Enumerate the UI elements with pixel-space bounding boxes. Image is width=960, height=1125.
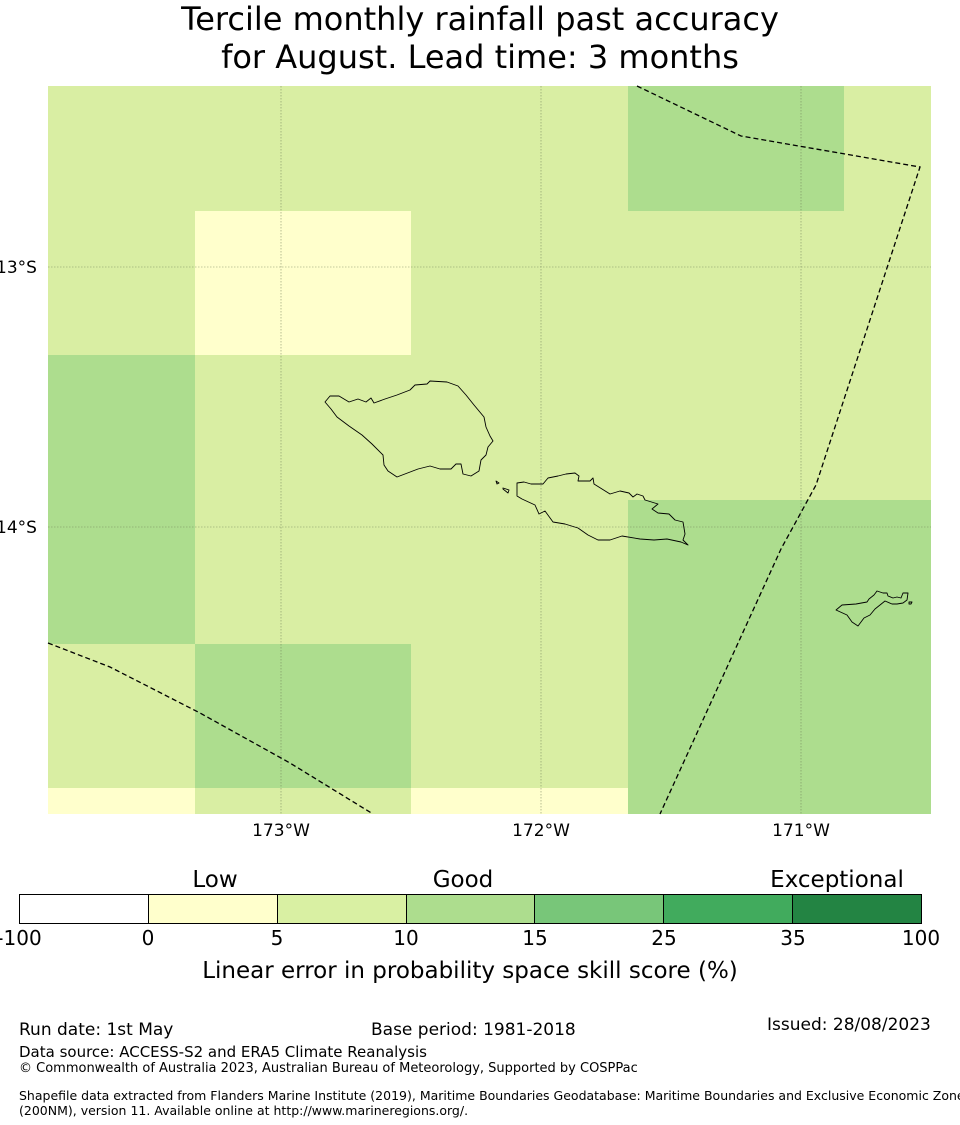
lat-label-13s: 13°S (0, 258, 37, 278)
colorbar-segment-5-10 (277, 895, 407, 923)
cell-r1-c4 (844, 211, 931, 355)
data-source: Data source: ACCESS-S2 and ERA5 Climate … (19, 1043, 427, 1061)
cell-r1-c2 (411, 211, 628, 355)
cell-r0-c4 (844, 86, 931, 211)
savaii-island-outline (324, 380, 494, 478)
lon-label-172w: 172°W (512, 821, 570, 841)
cell-r4-c3 (628, 644, 844, 788)
lon-label-171w: 171°W (772, 821, 830, 841)
copyright: © Commonwealth of Australia 2023, Austra… (19, 1061, 638, 1076)
run-date: Run date: 1st May (19, 1020, 174, 1040)
tutuila-island-outline (835, 590, 909, 627)
legend-category-exceptional: Exceptional (770, 867, 904, 893)
map-title: Tercile monthly rainfall past accuracy f… (0, 0, 960, 76)
upolu-island-outline (516, 472, 689, 546)
manono-islet-outline (502, 487, 510, 494)
colorbar-segment-10-15 (406, 895, 536, 923)
cell-r5-c1 (195, 788, 411, 814)
legend-category-good: Good (432, 867, 494, 893)
colorbar-segment-0-5 (148, 895, 278, 923)
colorbar-tick: 100 (901, 926, 941, 950)
cell-r2-c1 (195, 355, 411, 500)
cell-r3-c2 (411, 500, 628, 644)
colorbar-tick: -100 (0, 926, 42, 950)
cell-r2-c3 (628, 355, 844, 500)
colorbar-label: Linear error in probability space skill … (202, 958, 738, 984)
colorbar-tick: 25 (651, 926, 677, 950)
eez-boundary-north (636, 85, 921, 815)
eez-boundary-southwest (47, 642, 374, 815)
colorbar-segment-15-25 (535, 895, 665, 923)
cell-r0-c0 (48, 86, 195, 211)
cell-r0-c3 (628, 86, 844, 211)
lat-label-14s: 14°S (0, 518, 37, 538)
cell-r4-c4 (844, 644, 931, 788)
colorbar-tick: 10 (393, 926, 419, 950)
colorbar-segment-25-35 (664, 895, 794, 923)
issued-date: Issued: 28/08/2023 (767, 1015, 931, 1035)
colorbar-tick: 35 (780, 926, 806, 950)
cell-r0-c2 (411, 86, 628, 211)
skill-grid (48, 86, 931, 814)
colorbar-segment-neg100-0 (20, 895, 149, 923)
cell-r0-c1 (195, 86, 411, 211)
colorbar-tick: 0 (141, 926, 155, 950)
cell-r2-c0 (48, 355, 195, 500)
cell-r4-c0 (48, 644, 195, 788)
lon-label-173w: 173°W (252, 821, 310, 841)
colorbar-segment-35-100 (793, 895, 922, 923)
cell-r1-c0 (48, 211, 195, 355)
title-line-1: Tercile monthly rainfall past accuracy (181, 0, 779, 38)
cell-r5-c0 (48, 788, 195, 814)
cell-r1-c3 (628, 211, 844, 355)
cell-r4-c1 (195, 644, 411, 788)
colorbar-tick: 5 (270, 926, 284, 950)
cell-r3-c4 (844, 500, 931, 644)
cell-r4-c2 (411, 644, 628, 788)
cell-r3-c1 (195, 500, 411, 644)
apolima-islet-outline (495, 480, 500, 485)
legend-category-low: Low (192, 867, 238, 893)
colorbar (19, 894, 922, 924)
cell-r2-c4 (844, 355, 931, 500)
title-line-2: for August. Lead time: 3 months (221, 38, 739, 76)
skill-map (47, 85, 931, 815)
colorbar-tick: 15 (522, 926, 548, 950)
cell-r3-c0 (48, 500, 195, 644)
base-period: Base period: 1981-2018 (371, 1020, 576, 1040)
cell-r1-c1 (195, 211, 411, 355)
shapefile-credit-line-2: (200NM), version 11. Available online at… (19, 1103, 469, 1118)
shapefile-credit-line-1: Shapefile data extracted from Flanders M… (19, 1088, 960, 1103)
cell-r5-c2 (411, 788, 628, 814)
eez-boundaries (47, 85, 921, 815)
coastlines (324, 380, 913, 627)
aunuu-islet-outline (908, 601, 913, 605)
cell-r5-c3 (628, 788, 844, 814)
graticule (48, 86, 931, 814)
cell-r2-c2 (411, 355, 628, 500)
cell-r5-c4 (844, 788, 931, 814)
cell-r3-c3 (628, 500, 844, 644)
